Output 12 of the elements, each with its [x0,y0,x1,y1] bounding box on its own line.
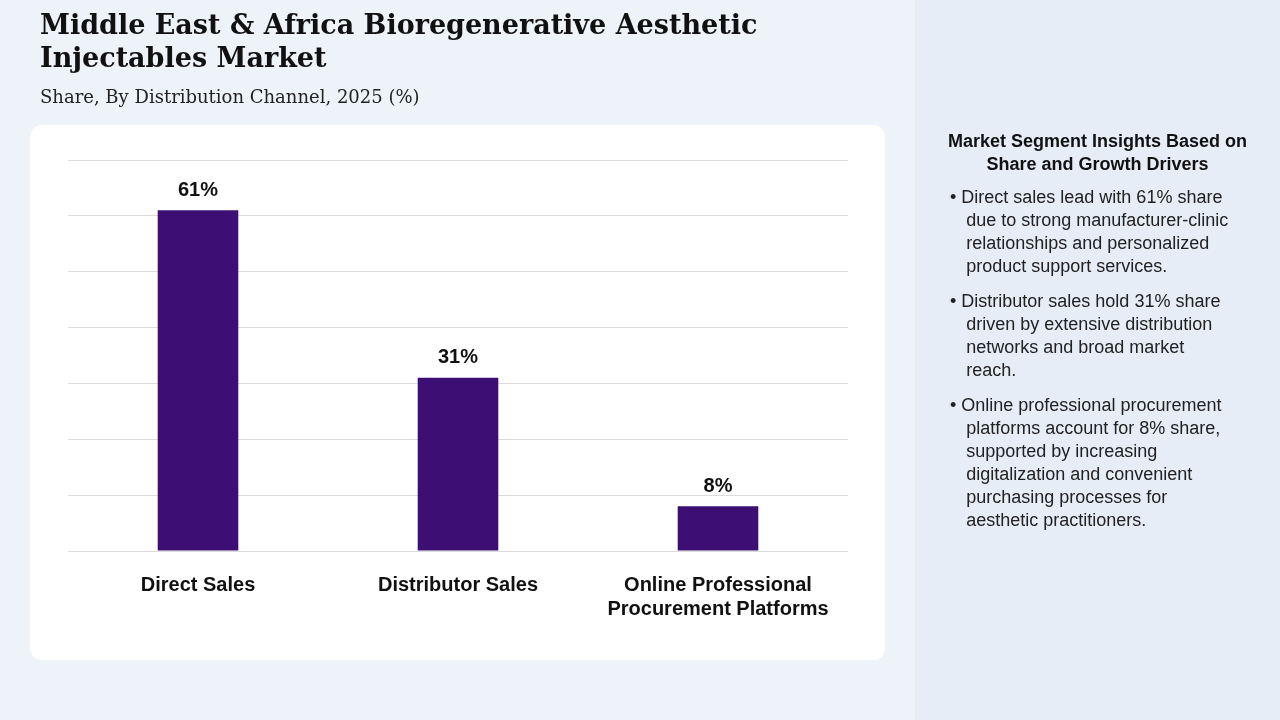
x-tick-label: Online Professional Procurement Platforms [607,572,829,619]
data-label: 61% [177,177,219,200]
text: • Distributor sales hold 31% share driven by extensive distribution networks and broad market reach. [950,290,1222,382]
chart-subtitle: Share, By Distribution Channel, 2025 (%) [40,86,420,107]
x-tick-label: Direct Sales [140,572,256,595]
text: • Online professional procurement platforms account for 8% share, supported by increasing digitalization and convenient purchasing processes for aesthetic practitioners. [950,394,1223,532]
chart-title: Middle East & Africa Bioregenerative Aesthetic Injectables Market [40,8,759,74]
data-label: 8% [703,473,733,496]
x-tick-label: Distributor Sales [377,572,539,595]
text: Market Segment Insights Based on Share and Growth Drivers [946,130,1249,176]
text: • Direct sales lead with 61% share due to strong manufacturer-clinic relationships and personalized product support services. [950,186,1230,278]
data-label: 31% [437,345,479,368]
